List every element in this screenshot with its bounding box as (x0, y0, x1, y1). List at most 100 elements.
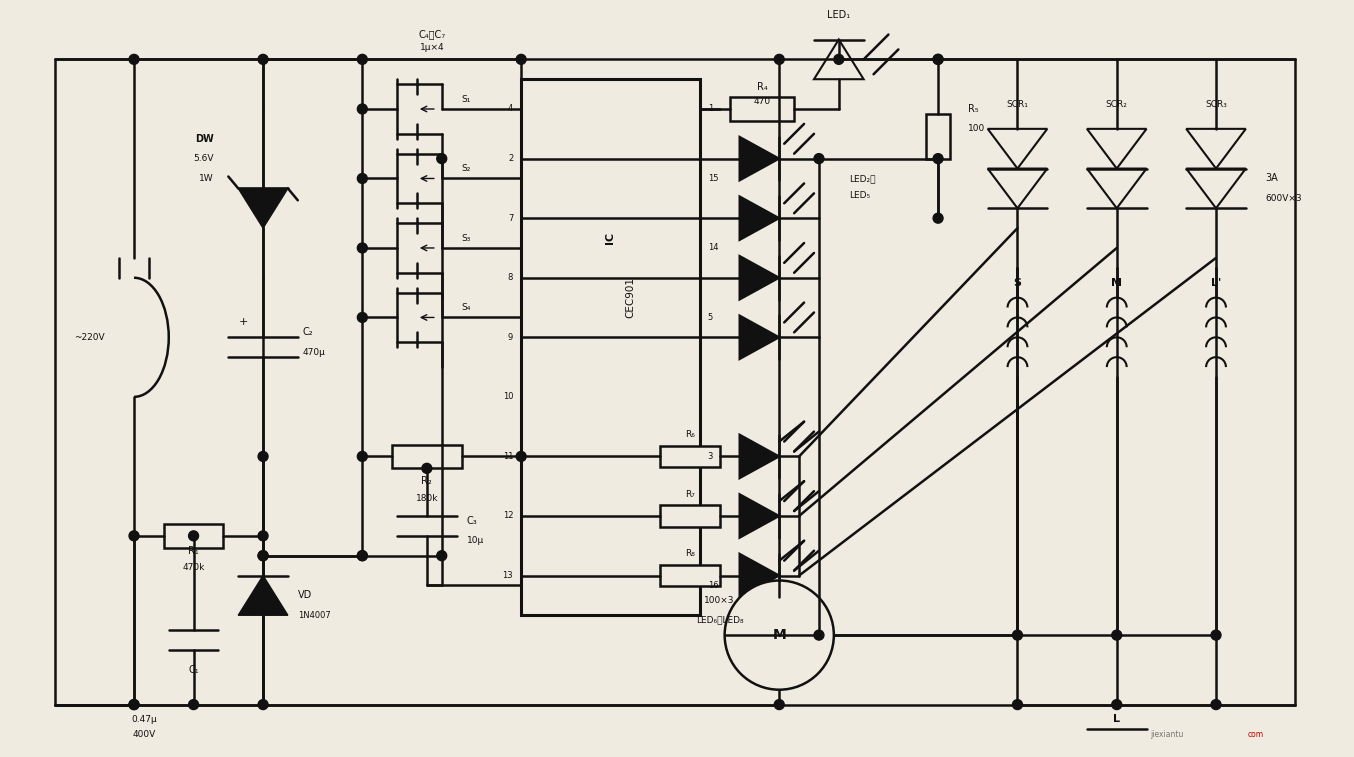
Text: 13: 13 (502, 571, 513, 580)
Text: 15: 15 (708, 174, 718, 183)
Circle shape (437, 551, 447, 561)
Text: 10: 10 (502, 392, 513, 401)
Circle shape (516, 55, 527, 64)
Text: R₂: R₂ (421, 476, 432, 486)
Text: 400V: 400V (133, 730, 156, 739)
Polygon shape (739, 196, 780, 240)
Text: 600V×3: 600V×3 (1266, 194, 1303, 203)
Circle shape (1112, 699, 1121, 709)
Circle shape (129, 699, 139, 709)
Circle shape (774, 55, 784, 64)
Polygon shape (1087, 129, 1147, 169)
Text: 1: 1 (708, 104, 714, 114)
Circle shape (933, 154, 942, 164)
Text: 16: 16 (708, 581, 719, 590)
Text: CEC901: CEC901 (626, 277, 635, 318)
Text: VD: VD (298, 590, 311, 600)
Text: M: M (772, 628, 787, 642)
Text: SCR₃: SCR₃ (1205, 99, 1227, 108)
Text: R₈: R₈ (685, 550, 695, 558)
Circle shape (1112, 630, 1121, 640)
FancyBboxPatch shape (730, 97, 795, 121)
Polygon shape (238, 575, 288, 615)
Text: 1W: 1W (199, 174, 214, 183)
Text: 100×3: 100×3 (704, 596, 735, 605)
Circle shape (357, 551, 367, 561)
Circle shape (516, 451, 527, 461)
Text: 5.6V: 5.6V (192, 154, 214, 163)
Polygon shape (1186, 129, 1246, 169)
Text: S₁: S₁ (462, 95, 471, 104)
Circle shape (1210, 699, 1221, 709)
Circle shape (933, 55, 942, 64)
Circle shape (259, 551, 268, 561)
Text: 14: 14 (708, 244, 718, 253)
Text: C₁: C₁ (188, 665, 199, 674)
Text: M: M (1112, 278, 1122, 288)
Polygon shape (739, 494, 780, 537)
Circle shape (1013, 699, 1022, 709)
Circle shape (259, 699, 268, 709)
Circle shape (1013, 630, 1022, 640)
Circle shape (188, 531, 199, 540)
Circle shape (357, 313, 367, 322)
Text: 7: 7 (508, 213, 513, 223)
Text: R₇: R₇ (685, 490, 695, 499)
Circle shape (357, 551, 367, 561)
Circle shape (1210, 630, 1221, 640)
Circle shape (933, 55, 942, 64)
Polygon shape (739, 553, 780, 597)
Text: 470: 470 (754, 97, 770, 105)
Circle shape (437, 154, 447, 164)
Text: SCR₁: SCR₁ (1006, 99, 1029, 108)
Text: 12: 12 (502, 512, 513, 521)
Text: C₄～C₇: C₄～C₇ (418, 30, 445, 39)
Polygon shape (987, 169, 1047, 208)
Text: 9: 9 (508, 333, 513, 342)
Text: S₃: S₃ (462, 234, 471, 242)
Text: 3A: 3A (1266, 173, 1278, 183)
Text: LED₆～LED₈: LED₆～LED₈ (696, 615, 743, 625)
Polygon shape (739, 256, 780, 300)
Text: 1N4007: 1N4007 (298, 611, 330, 620)
Polygon shape (1087, 169, 1147, 208)
Text: 4: 4 (508, 104, 513, 114)
Polygon shape (739, 435, 780, 478)
Text: +: + (238, 317, 248, 328)
Text: jiexiantu: jiexiantu (1150, 730, 1183, 739)
Text: 1μ×4: 1μ×4 (420, 43, 444, 52)
Circle shape (129, 55, 139, 64)
Polygon shape (739, 137, 780, 180)
Text: LED₁: LED₁ (827, 10, 850, 20)
Text: 470μ: 470μ (303, 347, 326, 357)
Text: 3: 3 (708, 452, 714, 461)
Circle shape (357, 243, 367, 253)
Text: 10μ: 10μ (467, 536, 483, 545)
Text: 100: 100 (968, 124, 986, 133)
Text: 0.47μ: 0.47μ (131, 715, 157, 724)
Text: 470k: 470k (183, 563, 204, 572)
Circle shape (774, 699, 784, 709)
FancyBboxPatch shape (661, 505, 720, 527)
Circle shape (188, 699, 199, 709)
Text: 11: 11 (502, 452, 513, 461)
Text: SCR₂: SCR₂ (1106, 99, 1128, 108)
Text: S: S (1014, 278, 1021, 288)
Circle shape (357, 104, 367, 114)
Polygon shape (739, 316, 780, 359)
Circle shape (357, 173, 367, 183)
Text: LED₅: LED₅ (849, 191, 869, 200)
Circle shape (357, 451, 367, 461)
Circle shape (724, 581, 834, 690)
Text: R₅: R₅ (968, 104, 979, 114)
FancyBboxPatch shape (661, 446, 720, 467)
Text: R₆: R₆ (685, 430, 695, 439)
Circle shape (422, 463, 432, 473)
Polygon shape (238, 188, 288, 228)
Text: 180k: 180k (416, 494, 439, 503)
Text: ~220V: ~220V (74, 333, 104, 342)
Circle shape (834, 55, 844, 64)
FancyBboxPatch shape (164, 524, 223, 548)
FancyBboxPatch shape (521, 79, 700, 615)
Circle shape (259, 551, 268, 561)
